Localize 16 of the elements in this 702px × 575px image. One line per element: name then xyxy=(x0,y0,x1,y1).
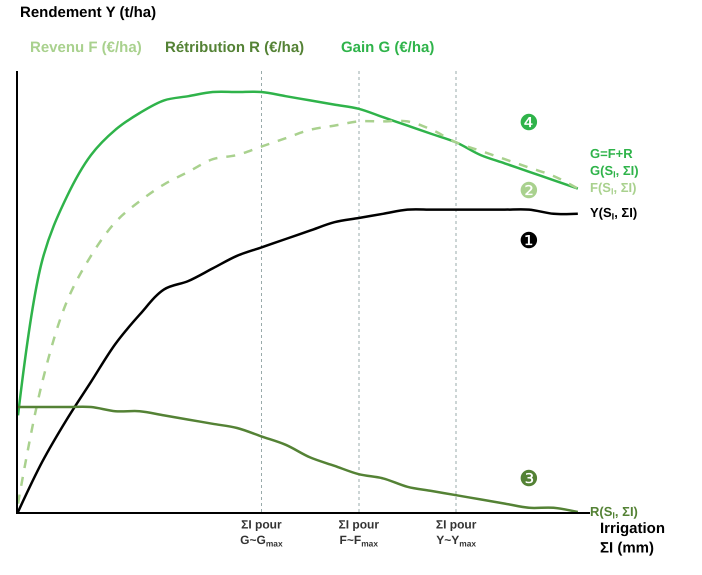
annotation: F(S$_{I}$, ΣI) xyxy=(590,180,636,197)
annotation: ❸ xyxy=(519,467,539,492)
annotation: G=F+R G(S$_{I}$, ΣI) xyxy=(590,146,639,180)
x-tick-label: ΣI pour F~F$_{max}$ xyxy=(338,517,380,549)
annotation: ❷ xyxy=(519,179,539,204)
text: Gain G (€/ha) xyxy=(341,39,434,56)
annotation: ❶ xyxy=(519,229,539,254)
text: Rétribution R (€/ha) xyxy=(165,39,304,56)
annotation: ❹ xyxy=(519,111,539,136)
x-tick-label: ΣI pour Y~Y$_{max}$ xyxy=(436,517,477,549)
text: Revenu F (€/ha) xyxy=(30,39,142,56)
annotation: Y(S$_{I}$, ΣI) xyxy=(590,205,638,222)
annotation: R(S$_{I}$, ΣI) xyxy=(590,504,638,521)
text: Rendement Y (t/ha) xyxy=(20,4,156,21)
x-tick-label: ΣI pour G~G$_{max}$ xyxy=(240,517,283,549)
x-axis-title: Irrigation ΣI (mm) xyxy=(600,520,666,556)
